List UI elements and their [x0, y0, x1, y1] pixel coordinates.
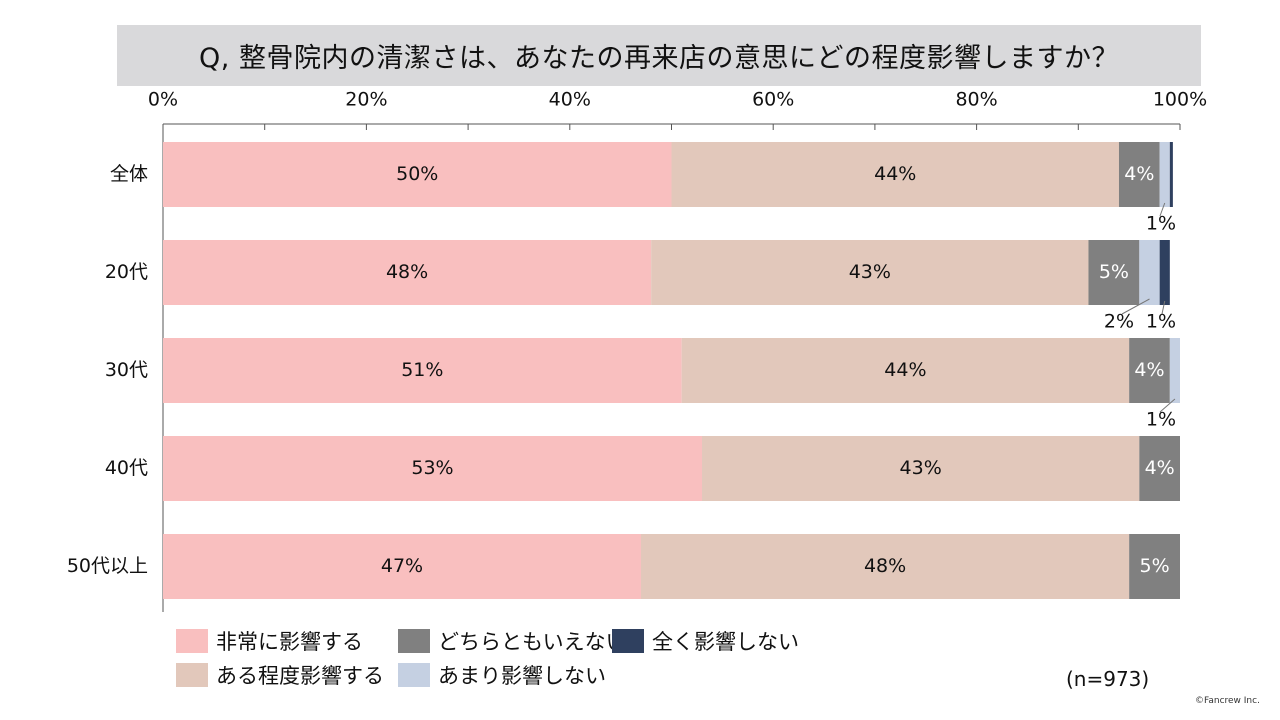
- data-label: 44%: [884, 359, 926, 381]
- bar-segment: [1159, 240, 1170, 305]
- bar-segment: [163, 534, 641, 599]
- bar-segment: [1088, 240, 1140, 305]
- x-tick-label: 40%: [549, 89, 591, 111]
- data-label: 47%: [381, 555, 423, 577]
- data-label: 5%: [1139, 555, 1169, 577]
- x-tick-label: 0%: [148, 89, 178, 111]
- bar-segment: [681, 338, 1130, 403]
- data-label-callout: 1%: [1146, 311, 1176, 333]
- legend-swatch: [176, 629, 208, 653]
- title-bar: Q, 整骨院内の清潔さは、あなたの再来店の意思にどの程度影響しますか？: [117, 25, 1201, 86]
- bar-segment: [163, 436, 703, 501]
- legend-item-neutral: どちらともいえない: [398, 626, 627, 656]
- data-label: 4%: [1145, 457, 1175, 479]
- bar-segment: [1139, 436, 1180, 501]
- copyright: ©Fancrew Inc.: [1195, 696, 1260, 706]
- bar-segment: [640, 534, 1130, 599]
- bar-segment: [1159, 142, 1170, 207]
- leader-line: [1159, 398, 1176, 413]
- category-label: 50代以上: [67, 555, 148, 577]
- legend: 非常に影響する どちらともいえない 全く影響しない ある程度影響する あまり影響…: [176, 626, 816, 690]
- data-label: 4%: [1134, 359, 1164, 381]
- leader-line: [1161, 300, 1166, 315]
- chart-title: Q, 整骨院内の清潔さは、あなたの再来店の意思にどの程度影響しますか？: [199, 43, 1119, 74]
- legend-item-not-at-all: 全く影響しない: [612, 626, 799, 656]
- bar-segment: [1169, 338, 1180, 403]
- legend-swatch: [398, 663, 430, 687]
- legend-item-very-influential: 非常に影響する: [176, 626, 363, 656]
- bar-segment: [1129, 338, 1170, 403]
- data-label: 4%: [1124, 163, 1154, 185]
- category-label: 20代: [105, 261, 148, 283]
- legend-label: あまり影響しない: [438, 664, 606, 688]
- bar-segment: [1118, 142, 1160, 207]
- category-label: 40代: [105, 457, 148, 479]
- data-label: 43%: [900, 457, 942, 479]
- data-label: 48%: [864, 555, 906, 577]
- legend-label: 非常に影響する: [216, 630, 363, 654]
- data-label: 48%: [386, 261, 428, 283]
- legend-item-somewhat-influential: ある程度影響する: [176, 660, 384, 690]
- legend-label: 全く影響しない: [652, 630, 799, 654]
- bar-segment: [1169, 142, 1173, 207]
- data-label-callout: 2%: [1104, 311, 1134, 333]
- legend-swatch: [398, 629, 430, 653]
- leader-line: [1121, 298, 1150, 315]
- bar-segment: [163, 338, 682, 403]
- category-label: 全体: [110, 163, 148, 185]
- x-tick-label: 80%: [955, 89, 997, 111]
- data-label-callout: 1%: [1146, 409, 1176, 431]
- leader-line: [1159, 202, 1166, 217]
- x-tick-label: 20%: [345, 89, 387, 111]
- data-label: 43%: [849, 261, 891, 283]
- category-label: 30代: [105, 359, 148, 381]
- legend-label: どちらともいえない: [438, 630, 627, 654]
- legend-label: ある程度影響する: [216, 664, 384, 688]
- sample-size: (n=973): [1066, 667, 1150, 691]
- x-tick-label: 100%: [1153, 89, 1207, 111]
- data-label: 5%: [1099, 261, 1129, 283]
- legend-swatch: [176, 663, 208, 687]
- x-tick-label: 60%: [752, 89, 794, 111]
- legend-item-not-much: あまり影響しない: [398, 660, 606, 690]
- data-label: 44%: [874, 163, 916, 185]
- bar-segment: [1129, 534, 1180, 599]
- legend-swatch: [612, 629, 644, 653]
- bar-segment: [163, 240, 652, 305]
- bar-segment: [671, 142, 1119, 207]
- bar-segment: [702, 436, 1140, 501]
- bar-segment: [1139, 240, 1160, 305]
- bar-segment: [651, 240, 1089, 305]
- data-label: 51%: [401, 359, 443, 381]
- data-label: 50%: [396, 163, 438, 185]
- data-label: 53%: [411, 457, 453, 479]
- data-label-callout: 1%: [1146, 213, 1176, 235]
- bar-segment: [163, 142, 672, 207]
